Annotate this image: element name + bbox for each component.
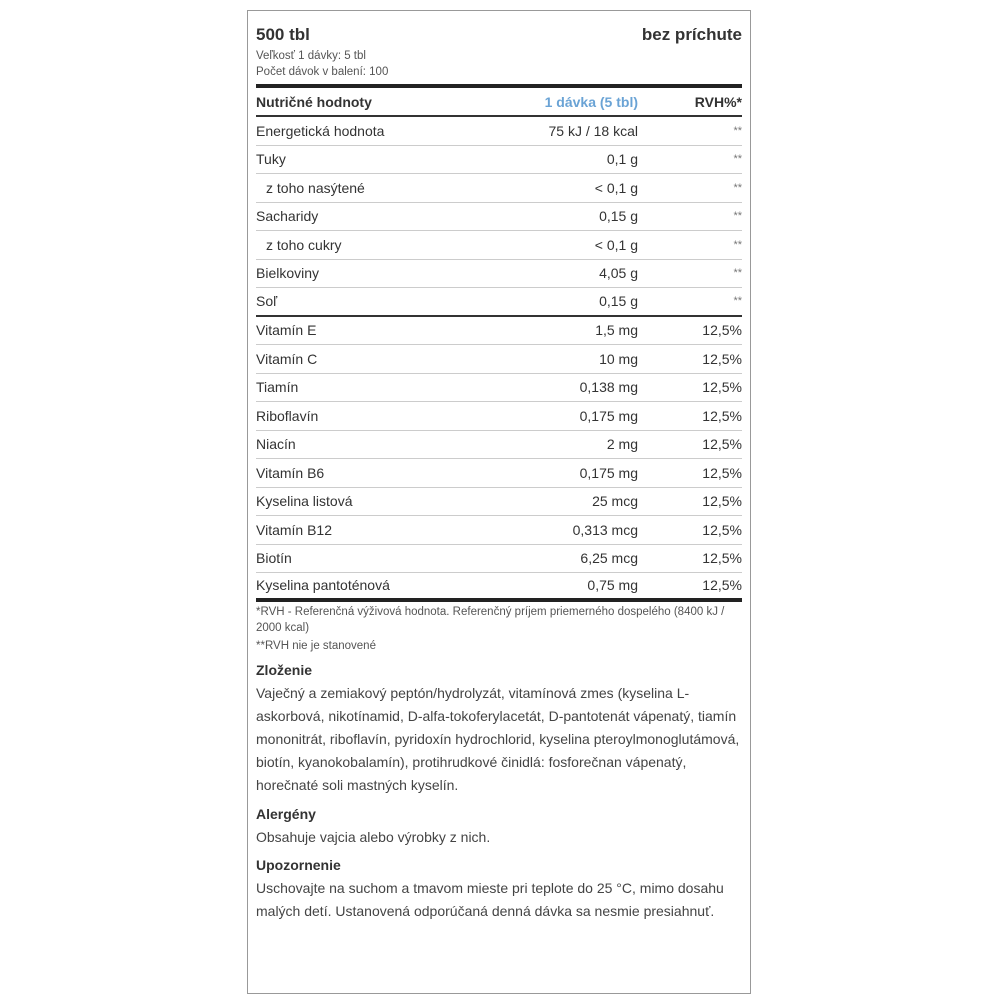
nutrient-value: 0,1 g (606, 151, 638, 168)
nutrient-name: Vitamín B6 (256, 464, 325, 481)
nutrient-name: Vitamín C (256, 350, 318, 367)
nutrient-rvh: 12,5% (702, 521, 742, 538)
nutrient-value: 0,175 mg (579, 464, 638, 481)
nutrient-name: Kyselina pantoténová (256, 577, 390, 594)
table-row: Bielkoviny 4,05 g ** (256, 260, 742, 288)
nutrient-value: 25 mcg (592, 493, 638, 510)
table-row: Vitamín E 1,5 mg 12,5% (256, 317, 742, 345)
nutrient-value: < 0,1 g (594, 236, 638, 253)
nutrient-rvh: 12,5% (702, 550, 742, 567)
nutrient-value: 75 kJ / 18 kcal (548, 122, 639, 139)
serving-size: Veľkosť 1 dávky: 5 tbl (256, 50, 366, 62)
nutrient-value: 0,15 g (599, 208, 638, 225)
nutrient-value: 6,25 mcg (580, 550, 638, 567)
warning-text: Uschovajte na suchom a tmavom mieste pri… (256, 879, 724, 919)
nutrient-name: Tuky (256, 151, 286, 168)
allergens-text: Obsahuje vajcia alebo výrobky z nich. (256, 828, 491, 845)
nutrient-value: 0,75 mg (587, 577, 638, 594)
nutrient-name: Soľ (256, 293, 278, 310)
table-row: Kyselina pantoténová 0,75 mg 12,5% (256, 573, 742, 602)
label-top: 500 tbl bez príchute (256, 11, 742, 45)
nutrient-rvh: 12,5% (702, 322, 742, 339)
nutrient-rvh: 12,5% (702, 464, 742, 481)
section-title-warning: Upozornenie (256, 856, 341, 873)
table-row: Vitamín C 10 mg 12,5% (256, 345, 742, 374)
nutrient-value: 10 mg (599, 350, 638, 367)
nutrient-rvh: ** (733, 181, 742, 194)
nutrient-name: Bielkoviny (256, 265, 320, 282)
footnote-not-set: **RVH nie je stanovené (256, 639, 376, 652)
nutrient-name: Niacín (256, 436, 296, 453)
nutrient-rvh: ** (733, 295, 742, 308)
nutrient-rvh: 12,5% (702, 577, 742, 594)
nutrient-name: Biotín (256, 550, 292, 567)
nutrition-label: 500 tbl bez príchute Veľkosť 1 dávky: 5 … (247, 10, 751, 994)
nutrient-rvh: ** (733, 267, 742, 280)
table-row: Vitamín B6 0,175 mg 12,5% (256, 459, 742, 488)
nutrient-value: 0,175 mg (579, 407, 638, 424)
header-serving: 1 dávka (5 tbl) (544, 93, 638, 110)
nutrient-name: Vitamín B12 (256, 521, 333, 538)
footnote-rvh: *RVH - Referenčná výživová hodnota. Refe… (256, 605, 725, 634)
table-row: Energetická hodnota 75 kJ / 18 kcal ** (256, 117, 742, 146)
nutrient-name: Tiamín (256, 379, 299, 396)
table-row: Tiamín 0,138 mg 12,5% (256, 374, 742, 402)
nutrient-rvh: ** (733, 153, 742, 166)
header-nutrients: Nutričné hodnoty (256, 93, 372, 110)
section-title-composition: Zloženie (256, 661, 313, 678)
table-row: z toho nasýtené < 0,1 g ** (256, 174, 742, 203)
nutrient-rvh: ** (733, 124, 742, 137)
nutrient-value: 1,5 mg (595, 322, 638, 339)
nutrient-value: 2 mg (606, 436, 638, 453)
nutrient-rvh: ** (733, 238, 742, 251)
composition-text: Vaječný a zemiakový peptón/hydrolyzát, v… (256, 684, 740, 794)
nutrient-name: z toho nasýtené (266, 179, 365, 196)
table-row: Kyselina listová 25 mcg 12,5% (256, 488, 742, 516)
flavor: bez príchute (641, 25, 742, 44)
header-rvh: RVH%* (694, 93, 742, 110)
nutrient-value: 0,15 g (599, 293, 638, 310)
table-header: Nutričné hodnoty 1 dávka (5 tbl) RVH%* (256, 88, 742, 117)
table-row: Riboflavín 0,175 mg 12,5% (256, 402, 742, 431)
nutrient-name: Energetická hodnota (256, 122, 385, 139)
nutrient-name: Kyselina listová (256, 493, 353, 510)
nutrient-value: 0,313 mcg (572, 521, 638, 538)
nutrient-rvh: 12,5% (702, 350, 742, 367)
nutrient-value: 4,05 g (599, 265, 638, 282)
table-row: Biotín 6,25 mcg 12,5% (256, 545, 742, 573)
nutrient-rvh: 12,5% (702, 436, 742, 453)
nutrient-name: z toho cukry (266, 236, 342, 253)
table-row: Soľ 0,15 g ** (256, 288, 742, 317)
nutrient-rvh: 12,5% (702, 493, 742, 510)
table-row: Tuky 0,1 g ** (256, 146, 742, 174)
table-row: Sacharidy 0,15 g ** (256, 203, 742, 231)
section-title-allergens: Alergény (256, 805, 316, 822)
nutrient-rvh: 12,5% (702, 379, 742, 396)
nutrient-name: Riboflavín (256, 407, 319, 424)
nutrient-name: Vitamín E (256, 322, 317, 339)
divider (256, 84, 742, 88)
servings-per-package: Počet dávok v balení: 100 (256, 66, 389, 78)
nutrient-rvh: ** (733, 210, 742, 223)
package-size: 500 tbl (256, 25, 310, 44)
nutrient-rvh: 12,5% (702, 407, 742, 424)
nutrition-rows: Energetická hodnota 75 kJ / 18 kcal ** Tuky… (256, 117, 742, 602)
table-row: z toho cukry < 0,1 g ** (256, 231, 742, 260)
nutrient-value: 0,138 mg (579, 379, 638, 396)
nutrient-name: Sacharidy (256, 208, 319, 225)
table-row: Niacín 2 mg 12,5% (256, 431, 742, 459)
nutrient-value: < 0,1 g (594, 179, 638, 196)
table-row: Vitamín B12 0,313 mcg 12,5% (256, 516, 742, 545)
